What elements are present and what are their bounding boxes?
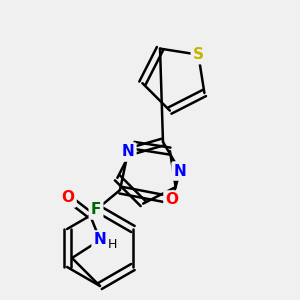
Text: F: F (91, 202, 101, 217)
Text: O: O (61, 190, 74, 206)
Text: N: N (174, 164, 186, 178)
Text: N: N (122, 145, 134, 160)
Text: O: O (166, 193, 178, 208)
Text: S: S (193, 47, 204, 62)
Text: N: N (94, 232, 106, 247)
Text: H: H (107, 238, 117, 251)
